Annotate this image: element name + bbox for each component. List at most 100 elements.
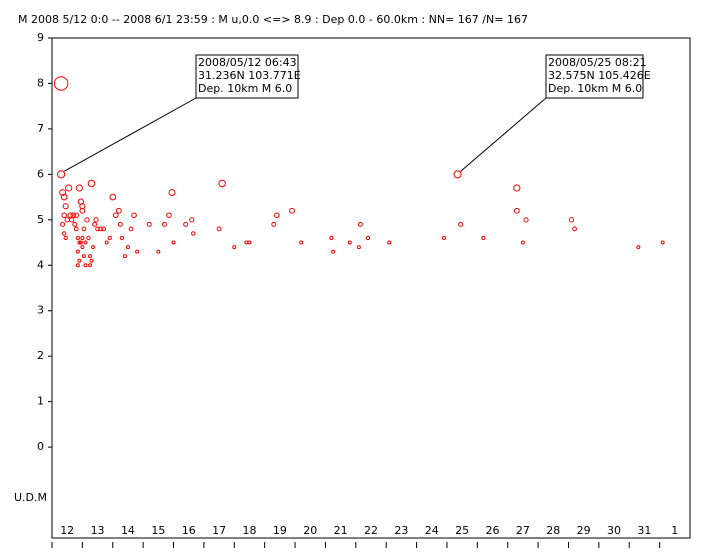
event xyxy=(87,179,96,188)
event xyxy=(61,212,67,219)
event xyxy=(107,235,112,241)
event xyxy=(72,221,78,227)
y-tick-label: 7 xyxy=(37,122,44,135)
event xyxy=(75,235,80,241)
plot-frame xyxy=(51,37,691,539)
event xyxy=(356,245,361,250)
event xyxy=(115,207,122,214)
x-tick-label: 25 xyxy=(455,524,469,537)
event xyxy=(387,240,392,245)
event xyxy=(365,235,371,241)
event xyxy=(60,221,66,227)
x-tick-label: 16 xyxy=(182,524,196,537)
event xyxy=(347,240,352,245)
event xyxy=(331,249,336,254)
event xyxy=(61,231,67,236)
event xyxy=(98,226,103,232)
event xyxy=(60,193,68,201)
event xyxy=(247,240,252,245)
x-tick-label: 15 xyxy=(151,524,165,537)
annotation-box xyxy=(545,54,644,99)
x-tick-label: 28 xyxy=(546,524,560,537)
event xyxy=(161,221,167,227)
event xyxy=(113,212,119,219)
event xyxy=(87,254,92,259)
x-tick-label: 17 xyxy=(212,524,226,537)
event xyxy=(156,249,161,254)
event xyxy=(75,263,80,268)
event xyxy=(357,221,363,227)
event xyxy=(481,235,486,241)
event xyxy=(109,193,117,201)
event xyxy=(86,235,91,241)
event xyxy=(89,258,94,263)
event xyxy=(101,226,107,232)
event xyxy=(95,226,100,232)
event xyxy=(218,179,226,188)
event xyxy=(73,212,80,219)
event xyxy=(122,254,127,259)
y-tick-label: 5 xyxy=(37,213,44,226)
event xyxy=(166,212,172,219)
annotation-text: 31.236N 103.771E xyxy=(198,69,301,82)
x-tick-label: 29 xyxy=(577,524,591,537)
event xyxy=(271,221,277,227)
y-tick-label: 3 xyxy=(37,304,44,317)
event xyxy=(299,240,304,245)
event xyxy=(62,203,69,210)
event xyxy=(168,189,176,197)
event xyxy=(91,245,96,250)
x-tick-label: 21 xyxy=(334,524,348,537)
x-tick-label: 23 xyxy=(394,524,408,537)
y-tick-label: 0 xyxy=(37,440,44,453)
event xyxy=(77,240,82,245)
annotation-text: 32.575N 105.426E xyxy=(548,69,651,82)
event xyxy=(57,170,66,179)
event xyxy=(171,240,176,245)
event xyxy=(67,212,74,219)
event xyxy=(78,240,83,245)
event xyxy=(64,217,70,223)
event xyxy=(73,226,79,232)
x-tick-label: 30 xyxy=(607,524,621,537)
event xyxy=(75,249,80,254)
x-tick-label: 19 xyxy=(273,524,287,537)
event xyxy=(572,226,577,232)
annotation-leader xyxy=(460,97,547,172)
chart-title: M 2008 5/12 0:0 -- 2008 6/1 23:59 : M u,… xyxy=(18,13,528,26)
event xyxy=(104,240,109,245)
x-tick-label: 1 xyxy=(671,524,678,537)
event xyxy=(329,235,334,241)
x-tick-label: 14 xyxy=(121,524,135,537)
event xyxy=(77,258,82,263)
event xyxy=(131,212,137,219)
x-tick-label: 31 xyxy=(637,524,651,537)
annotation-text: 2008/05/25 08:21 xyxy=(548,56,647,69)
x-tick-label: 20 xyxy=(303,524,317,537)
event xyxy=(520,240,525,245)
event xyxy=(135,249,140,254)
y-tick-label: 6 xyxy=(37,167,44,180)
event xyxy=(79,207,86,214)
annotation-text: Dep. 10km M 6.0 xyxy=(548,82,642,95)
event xyxy=(81,254,86,259)
x-tick-label: 12 xyxy=(60,524,74,537)
event xyxy=(59,189,67,197)
x-tick-label: 22 xyxy=(364,524,378,537)
y-tick-label: 8 xyxy=(37,76,44,89)
event xyxy=(441,235,447,241)
event xyxy=(81,226,87,232)
annotation-box xyxy=(195,54,299,99)
event xyxy=(53,76,69,91)
event xyxy=(63,235,68,241)
event xyxy=(87,263,92,268)
event xyxy=(83,263,88,268)
event xyxy=(189,217,195,223)
x-tick-label: 27 xyxy=(516,524,530,537)
event xyxy=(289,207,295,214)
event xyxy=(453,170,462,179)
event xyxy=(232,245,237,250)
event xyxy=(75,184,83,192)
event xyxy=(84,217,90,223)
event xyxy=(183,221,189,227)
